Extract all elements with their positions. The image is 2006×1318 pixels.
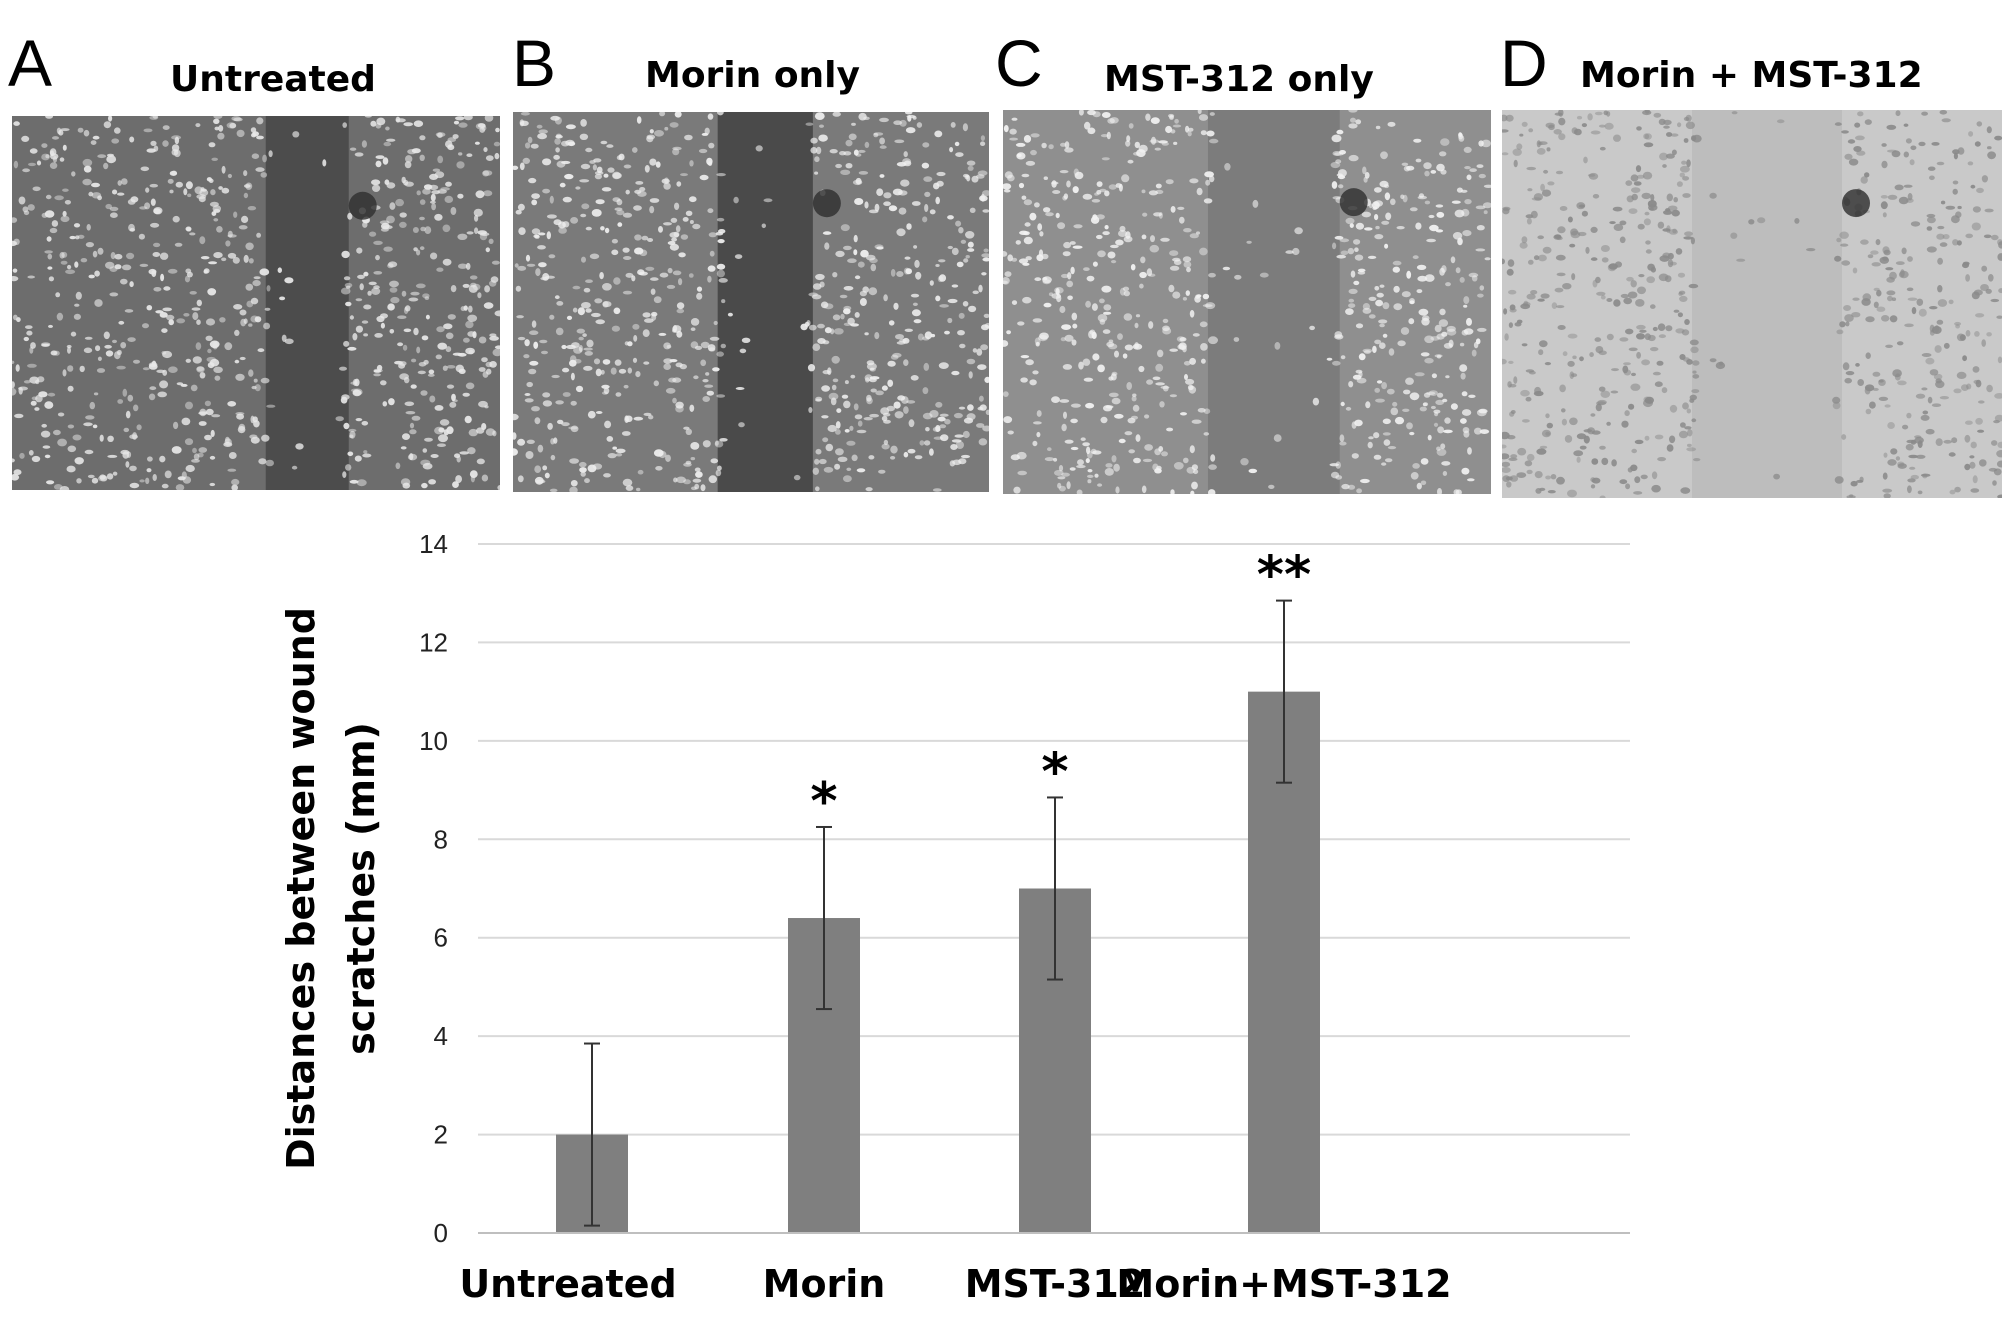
panel-letter: A	[8, 26, 53, 100]
significance-marker: *	[810, 772, 837, 832]
y-tick-label: 4	[434, 1021, 448, 1051]
panel-letter: C	[995, 26, 1043, 100]
y-tick-label: 14	[419, 529, 448, 559]
x-category-label: Morin	[763, 1262, 886, 1306]
scratch-assay-micrograph	[513, 112, 989, 492]
significance-marker: **	[1257, 546, 1311, 606]
significance-marker: *	[1041, 742, 1068, 802]
x-category-label: Morin+MST-312	[1116, 1262, 1451, 1306]
y-tick-label: 10	[419, 726, 448, 756]
x-category-label: Untreated	[459, 1262, 676, 1306]
y-tick-label: 8	[434, 824, 448, 854]
y-axis-label: scratches (mm)	[339, 722, 383, 1055]
y-tick-label: 12	[419, 627, 448, 657]
y-axis-label: Distances between wound	[279, 607, 323, 1170]
y-tick-label: 0	[434, 1218, 448, 1248]
scratch-assay-micrograph	[1502, 110, 2002, 498]
bar-chart: 0 2 4 6 8 10 12 14 Distances between wound scratc…	[279, 529, 1630, 1306]
scratch-assay-micrograph	[12, 116, 500, 490]
panel-title: Untreated	[170, 59, 376, 100]
panel-title: MST-312 only	[1104, 59, 1374, 100]
panel-title: Morin only	[645, 55, 860, 96]
panel-title: Morin + MST-312	[1580, 55, 1923, 96]
y-tick-label: 6	[434, 923, 448, 953]
x-category-label: MST-312	[965, 1262, 1146, 1306]
scratch-assay-micrograph	[1003, 110, 1491, 494]
panel-letter: D	[1500, 26, 1548, 100]
y-tick-label: 2	[434, 1120, 448, 1150]
bar-chart-container: 0 2 4 6 8 10 12 14 Distances between wound scratc…	[0, 500, 2006, 1318]
panel-letter: B	[512, 26, 557, 100]
